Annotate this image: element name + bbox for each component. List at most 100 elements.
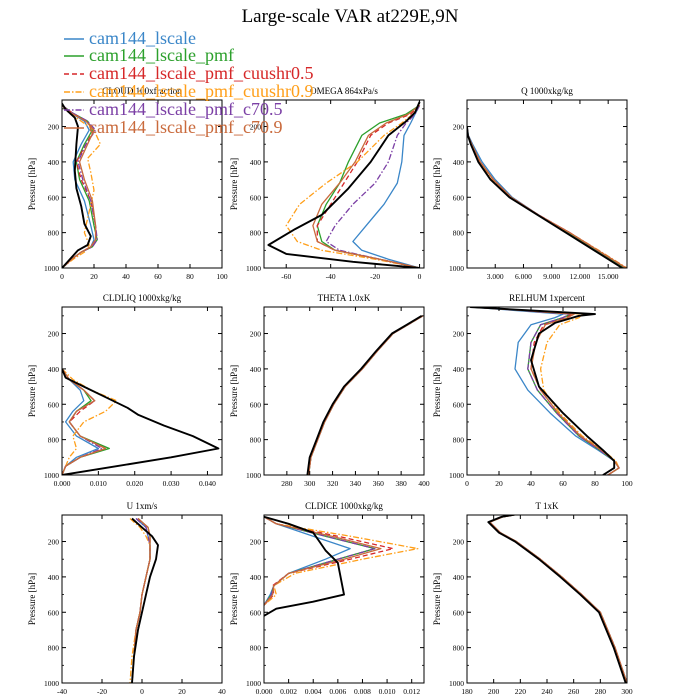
x-tick-label: 0.006 <box>329 687 346 696</box>
panel-5: THETA 1.0xK 200 400 600 800 1000 Pressure [hPa… <box>229 293 430 488</box>
y-tick-label: 1000 <box>449 264 464 273</box>
legend-entry-6: cam144_lscale_pmf_c70.9 <box>64 117 282 137</box>
y-tick-label: 400 <box>250 365 262 374</box>
legend-entry-5: cam144_lscale_pmf_c70.5 <box>64 99 282 119</box>
x-tick-label: 12.000 <box>570 272 591 281</box>
x-tick-label: -20 <box>97 687 107 696</box>
panel-series <box>470 307 620 475</box>
panel-title: Q 1000xkg/kg <box>521 86 573 96</box>
x-tick-label: 0 <box>465 479 469 488</box>
legend-entry-2: cam144_lscale_pmf <box>64 45 234 65</box>
x-tick-label: 0.010 <box>379 687 396 696</box>
y-tick-label: 200 <box>48 538 60 547</box>
y-tick-label: 200 <box>48 123 60 132</box>
series-line-cam144-lscale-pmf-c70-9 <box>264 516 382 606</box>
x-tick-label: 0.000 <box>54 479 71 488</box>
series-line-cam144-lscale-pmf <box>316 104 420 268</box>
panel-frame <box>61 99 223 269</box>
y-axis-label: Pressure [hPa] <box>229 158 239 210</box>
series-line-cam144-lscale-pmf-cuushr0-9 <box>62 368 118 475</box>
legend-label: cam144_lscale_pmf <box>89 45 234 65</box>
y-tick-label: 600 <box>453 400 465 409</box>
y-tick-label: 400 <box>453 573 465 582</box>
series-line-cam144-lscale-pmf-c70-9 <box>62 368 107 475</box>
y-tick-label: 800 <box>453 436 465 445</box>
y-tick-label: 800 <box>453 229 465 238</box>
x-tick-label: 40 <box>122 272 130 281</box>
x-tick-label: 60 <box>154 272 162 281</box>
panel-title: CLDICE 1000xkg/kg <box>305 501 383 511</box>
x-tick-label: 0.030 <box>163 479 180 488</box>
y-tick-label: 600 <box>453 193 465 202</box>
y-tick-label: 200 <box>453 330 465 339</box>
x-tick-label: 80 <box>591 479 599 488</box>
series-line-cam144-lscale <box>352 105 421 268</box>
y-tick-label: 400 <box>250 573 262 582</box>
series-line-obs <box>264 515 345 617</box>
panel-series <box>62 103 102 268</box>
y-tick-label: 200 <box>48 330 60 339</box>
y-tick-label: 1000 <box>246 264 261 273</box>
series-line-cam144-lscale-pmf-c70-5 <box>325 105 421 268</box>
y-tick-label: 600 <box>453 608 465 617</box>
y-tick-label: 200 <box>453 123 465 132</box>
y-tick-label: 200 <box>453 538 465 547</box>
panel-series <box>129 517 159 683</box>
y-tick-label: 600 <box>250 608 262 617</box>
series-line-obs <box>267 101 421 268</box>
x-tick-label: 20 <box>178 687 186 696</box>
panel-4: CLDLIQ 1000xkg/kg 200 400 600 800 1000 Pressur… <box>27 293 223 488</box>
x-tick-label: 340 <box>350 479 362 488</box>
x-tick-label: 0.000 <box>256 687 273 696</box>
series-line-cam144-lscale-pmf-c70-9 <box>62 104 97 268</box>
y-tick-label: 1000 <box>246 679 261 688</box>
panel-8: CLDICE 1000xkg/kg 200 400 600 800 1000 Pressur… <box>229 501 425 696</box>
panel-series <box>487 515 627 683</box>
x-tick-label: -40 <box>326 272 336 281</box>
x-tick-label: 400 <box>418 479 430 488</box>
series-line-cam144-lscale-pmf-c70-9 <box>307 315 424 475</box>
panel-6: RELHUM 1xpercent2004006008001000Pressure… <box>432 293 633 488</box>
y-axis-label: Pressure [hPa] <box>27 365 37 417</box>
panel-2: OMEGA 864xPa/s 200 400 600 800 1000 Pressure [… <box>229 86 425 281</box>
figure-title: Large-scale VAR at229E,9N <box>242 6 459 27</box>
series-line-cam144-lscale-pmf-c70-9 <box>312 104 421 268</box>
x-tick-label: 6.000 <box>515 272 532 281</box>
x-tick-label: 0.020 <box>126 479 143 488</box>
x-tick-label: 260 <box>568 687 580 696</box>
y-axis-label: Pressure [hPa] <box>432 158 442 210</box>
y-tick-label: 1000 <box>449 471 464 480</box>
panel-3: Q 1000xkg/kg 200 400 600 800 1000 Pressure [hP… <box>432 86 628 281</box>
panel-frame <box>263 306 425 476</box>
series-line-cam144-lscale-pmf-c70-5 <box>307 315 424 475</box>
panel-frame <box>466 99 628 269</box>
x-tick-label: 40 <box>218 687 226 696</box>
y-tick-label: 800 <box>250 436 262 445</box>
series-line-cam144-lscale-pmf-cuushr0-5 <box>467 126 627 268</box>
y-axis-label: Pressure [hPa] <box>229 365 239 417</box>
x-tick-label: 280 <box>595 687 607 696</box>
legend-label: cam144_lscale_pmf_c70.9 <box>89 117 282 137</box>
panel-frame <box>263 99 425 269</box>
legend-label: cam144_lscale <box>89 28 196 48</box>
panel-frame <box>61 306 223 476</box>
series-line-cam144-lscale-pmf-cuushr0-9 <box>62 104 102 268</box>
y-tick-label: 1000 <box>246 471 261 480</box>
panel-title: THETA 1.0xK <box>318 293 371 303</box>
x-tick-label: 15.000 <box>598 272 619 281</box>
series-line-cam144-lscale <box>62 368 100 475</box>
x-tick-label: 380 <box>396 479 408 488</box>
y-tick-label: 1000 <box>44 679 59 688</box>
y-tick-label: 600 <box>48 193 60 202</box>
y-tick-label: 200 <box>250 330 262 339</box>
x-tick-label: 0.012 <box>403 687 420 696</box>
panel-frame <box>263 514 425 684</box>
x-tick-label: 3.000 <box>487 272 504 281</box>
x-tick-label: 40 <box>527 479 535 488</box>
x-tick-label: 60 <box>559 479 567 488</box>
series-line-cam144-lscale <box>307 315 424 475</box>
y-tick-label: 400 <box>453 158 465 167</box>
series-line-obs <box>467 126 623 268</box>
x-tick-label: 0 <box>418 272 422 281</box>
